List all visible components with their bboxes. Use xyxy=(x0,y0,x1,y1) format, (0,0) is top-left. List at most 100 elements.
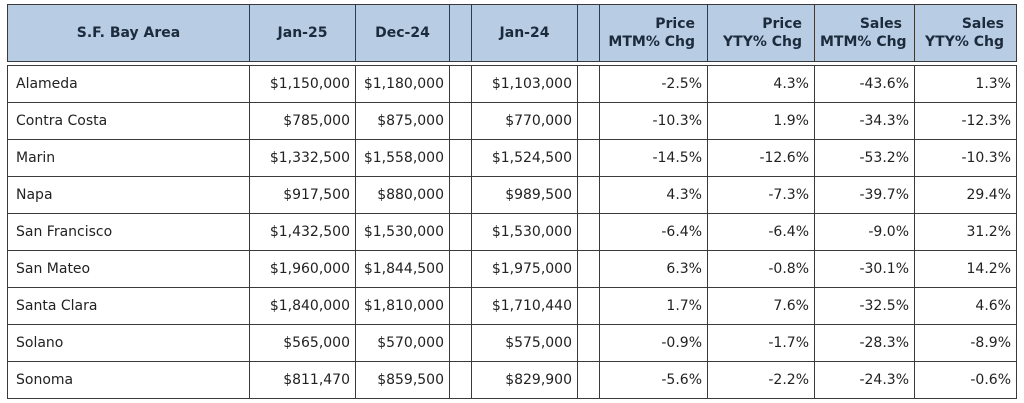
value-cell: -7.3% xyxy=(707,176,815,214)
spacer-cell xyxy=(449,287,472,325)
data-row: Napa $917,500 $880,000 $989,500 4.3% -7.3% -39… xyxy=(7,176,1017,214)
data-row: Sonoma $811,470 $859,500 $829,900 -5.6% -2.2%… xyxy=(7,361,1017,399)
value-cell: $829,900 xyxy=(471,361,578,399)
value-cell: 4.3% xyxy=(707,65,815,103)
value-cell: $575,000 xyxy=(471,324,578,362)
region-cell: San Francisco xyxy=(7,213,250,251)
header-cell: Price YTY% Chg xyxy=(707,4,815,62)
price-table: S.F. Bay Area Jan-25 Dec-24 Jan-24 Price MTM%… xyxy=(7,4,1017,399)
region-cell: Solano xyxy=(7,324,250,362)
header-line: YTY% Chg xyxy=(925,34,1004,50)
value-cell: $1,103,000 xyxy=(471,65,578,103)
spacer-cell xyxy=(449,176,472,214)
data-row: Marin $1,332,500 $1,558,000 $1,524,500 -14.5… xyxy=(7,139,1017,177)
header-cell: S.F. Bay Area xyxy=(7,4,250,62)
spacer-cell xyxy=(577,287,600,325)
value-cell: -43.6% xyxy=(814,65,915,103)
value-cell: -1.7% xyxy=(707,324,815,362)
value-cell: $570,000 xyxy=(355,324,450,362)
spacer-cell xyxy=(449,139,472,177)
spacer-cell xyxy=(577,324,600,362)
region-cell: Alameda xyxy=(7,65,250,103)
value-cell: $1,432,500 xyxy=(249,213,356,251)
table-body: Alameda $1,150,000 $1,180,000 $1,103,000 -2.… xyxy=(7,61,1017,399)
value-cell: $859,500 xyxy=(355,361,450,399)
header-row: S.F. Bay Area Jan-25 Dec-24 Jan-24 Price MTM%… xyxy=(7,4,1017,62)
value-cell: -0.9% xyxy=(599,324,708,362)
value-cell: -14.5% xyxy=(599,139,708,177)
spacer-cell xyxy=(449,324,472,362)
region-cell: Contra Costa xyxy=(7,102,250,140)
spacer-cell xyxy=(577,176,600,214)
value-cell: -24.3% xyxy=(814,361,915,399)
spacer-cell xyxy=(449,4,472,62)
value-cell: 6.3% xyxy=(599,250,708,288)
value-cell: $770,000 xyxy=(471,102,578,140)
data-row: San Mateo $1,960,000 $1,844,500 $1,975,000 6… xyxy=(7,250,1017,288)
value-cell: $565,000 xyxy=(249,324,356,362)
data-row: Santa Clara $1,840,000 $1,810,000 $1,710,44… xyxy=(7,287,1017,325)
value-cell: -6.4% xyxy=(599,213,708,251)
value-cell: $1,530,000 xyxy=(355,213,450,251)
header-line: Price xyxy=(655,16,695,32)
spacer-cell xyxy=(577,102,600,140)
value-cell: 1.7% xyxy=(599,287,708,325)
value-cell: $1,558,000 xyxy=(355,139,450,177)
value-cell: $989,500 xyxy=(471,176,578,214)
region-cell: Santa Clara xyxy=(7,287,250,325)
value-cell: $1,150,000 xyxy=(249,65,356,103)
value-cell: $811,470 xyxy=(249,361,356,399)
value-cell: 1.3% xyxy=(914,65,1017,103)
value-cell: 31.2% xyxy=(914,213,1017,251)
value-cell: -0.8% xyxy=(707,250,815,288)
data-row: Contra Costa $785,000 $875,000 $770,000 -10.… xyxy=(7,102,1017,140)
data-row: Alameda $1,150,000 $1,180,000 $1,103,000 -2.… xyxy=(7,65,1017,103)
value-cell: $917,500 xyxy=(249,176,356,214)
value-cell: -39.7% xyxy=(814,176,915,214)
value-cell: $1,332,500 xyxy=(249,139,356,177)
header-cell: Jan-24 xyxy=(471,4,578,62)
header-cell: Price MTM% Chg xyxy=(599,4,708,62)
value-cell: -9.0% xyxy=(814,213,915,251)
region-cell: Napa xyxy=(7,176,250,214)
region-cell: San Mateo xyxy=(7,250,250,288)
table-wrap: S.F. Bay Area Jan-25 Dec-24 Jan-24 Price MTM%… xyxy=(7,4,1017,399)
value-cell: 29.4% xyxy=(914,176,1017,214)
header-line: Price xyxy=(762,16,802,32)
value-cell: 4.3% xyxy=(599,176,708,214)
header-line: Sales xyxy=(961,16,1004,32)
value-cell: $875,000 xyxy=(355,102,450,140)
header-line: MTM% Chg xyxy=(608,34,695,50)
value-cell: $1,844,500 xyxy=(355,250,450,288)
spacer-cell xyxy=(577,250,600,288)
header-cell: Sales MTM% Chg xyxy=(814,4,915,62)
value-cell: $1,530,000 xyxy=(471,213,578,251)
value-cell: -5.6% xyxy=(599,361,708,399)
value-cell: -30.1% xyxy=(814,250,915,288)
value-cell: -8.9% xyxy=(914,324,1017,362)
value-cell: $1,975,000 xyxy=(471,250,578,288)
header-line: Sales xyxy=(859,16,902,32)
value-cell: -6.4% xyxy=(707,213,815,251)
spacer-cell xyxy=(577,4,600,62)
value-cell: 4.6% xyxy=(914,287,1017,325)
header-cell: Jan-25 xyxy=(249,4,356,62)
spacer-cell xyxy=(577,213,600,251)
value-cell: $1,960,000 xyxy=(249,250,356,288)
value-cell: -34.3% xyxy=(814,102,915,140)
value-cell: 7.6% xyxy=(707,287,815,325)
value-cell: -12.6% xyxy=(707,139,815,177)
value-cell: -10.3% xyxy=(914,139,1017,177)
value-cell: -0.6% xyxy=(914,361,1017,399)
value-cell: -28.3% xyxy=(814,324,915,362)
value-cell: $1,180,000 xyxy=(355,65,450,103)
value-cell: $880,000 xyxy=(355,176,450,214)
data-row: San Francisco $1,432,500 $1,530,000 $1,530,… xyxy=(7,213,1017,251)
value-cell: 1.9% xyxy=(707,102,815,140)
value-cell: -2.2% xyxy=(707,361,815,399)
value-cell: 14.2% xyxy=(914,250,1017,288)
region-cell: Marin xyxy=(7,139,250,177)
value-cell: $1,524,500 xyxy=(471,139,578,177)
region-cell: Sonoma xyxy=(7,361,250,399)
